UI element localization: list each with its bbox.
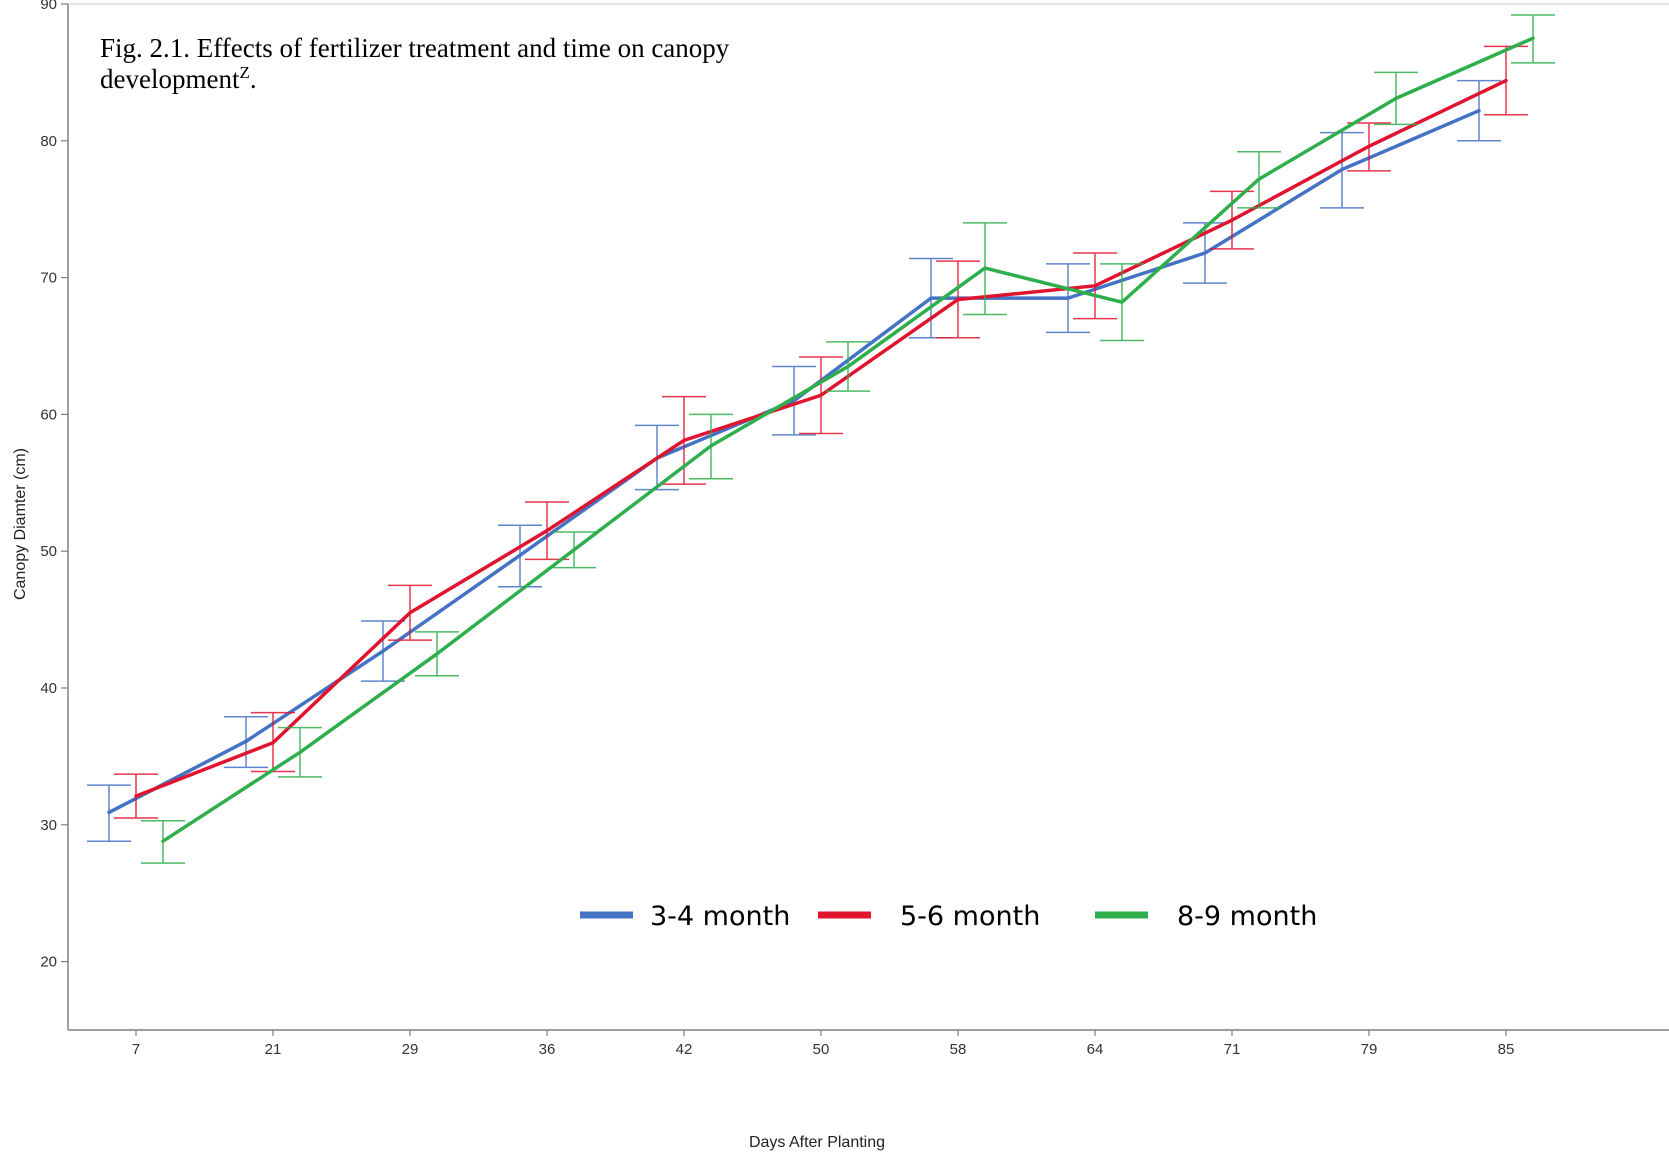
- x-tick-label: 7: [132, 1041, 140, 1058]
- series-8-9-month: [141, 14, 1555, 864]
- x-tick-label: 79: [1361, 1041, 1378, 1058]
- legend-label: 5-6 month: [900, 901, 1040, 932]
- chart-title-superscript: Z: [239, 63, 249, 82]
- y-tick-label: 60: [40, 406, 57, 423]
- chart-title-line2: developmentZ.: [100, 63, 257, 94]
- chart-title-line2-text: development: [100, 64, 240, 94]
- series-5-6-month: [114, 45, 1528, 819]
- y-tick-label: 50: [40, 543, 57, 560]
- x-tick-label: 29: [402, 1041, 419, 1058]
- x-tick-label: 42: [676, 1041, 693, 1058]
- x-tick-label: 71: [1224, 1041, 1241, 1058]
- x-tick-label: 64: [1087, 1041, 1104, 1058]
- plot-frame: [67, 3, 1669, 1031]
- chart-title-line1: Fig. 2.1. Effects of fertilizer treatmen…: [100, 33, 730, 63]
- legend-label: 8-9 month: [1177, 901, 1317, 932]
- y-tick-label: 30: [40, 817, 57, 834]
- y-tick-label: 40: [40, 680, 57, 697]
- x-tick-label: 21: [265, 1041, 282, 1058]
- series-layer: [87, 14, 1555, 864]
- x-tick-label: 36: [539, 1041, 556, 1058]
- x-tick-label: 50: [813, 1041, 830, 1058]
- y-tick-label: 90: [40, 0, 57, 13]
- y-tick-label: 20: [40, 954, 57, 971]
- y-axis: 20 30 40 50 60 70 80 90: [40, 0, 68, 971]
- chart-title-period: .: [250, 64, 257, 94]
- y-tick-label: 70: [40, 270, 57, 287]
- x-tick-label: 58: [950, 1041, 967, 1058]
- y-tick-label: 80: [40, 133, 57, 150]
- x-tick-label: 85: [1498, 1041, 1515, 1058]
- legend-label: 3-4 month: [650, 901, 790, 932]
- legend: 3-4 month 5-6 month 8-9 month: [580, 901, 1317, 932]
- x-axis: 7 21 29 36 42 50 58 64 71 79 85: [132, 1030, 1515, 1058]
- y-axis-title: Canopy Diamter (cm): [12, 448, 29, 600]
- x-axis-title: Days After Planting: [749, 1134, 885, 1151]
